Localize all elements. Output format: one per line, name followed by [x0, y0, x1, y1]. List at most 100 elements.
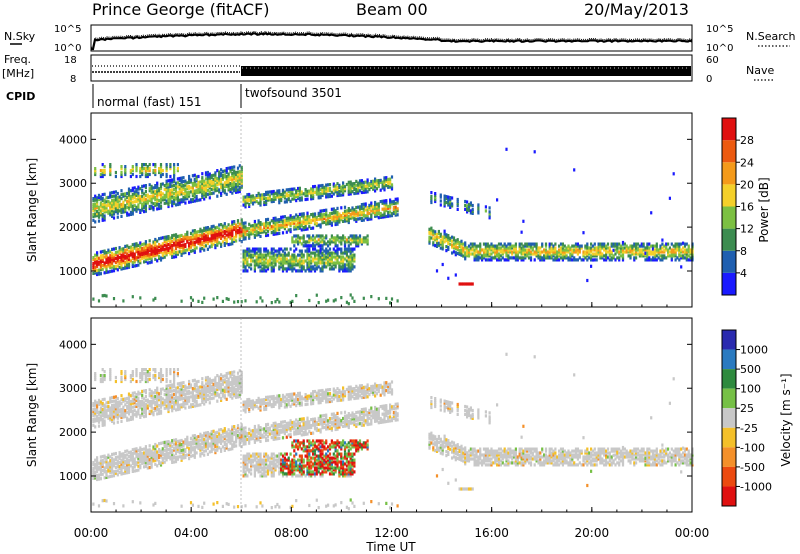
velocity-cell [174, 442, 178, 446]
power-cell [347, 244, 350, 248]
power-cell [319, 261, 322, 265]
power-cell [621, 254, 625, 258]
velocity-cell [152, 453, 155, 457]
power-cell [327, 257, 330, 261]
power-cell [548, 256, 551, 260]
velocity-cell [158, 459, 161, 464]
power-cell [325, 257, 328, 261]
power-cell [246, 251, 249, 255]
power-cell [189, 245, 193, 249]
velocity-cell [96, 474, 99, 478]
velocity-cell [159, 399, 163, 403]
power-cell [173, 249, 176, 253]
power-cell [323, 242, 326, 246]
power-cell [295, 257, 298, 261]
power-cell [203, 197, 206, 201]
power-cell [343, 263, 347, 267]
power-cell [328, 192, 332, 197]
power-cell [595, 246, 598, 250]
power-cell [278, 300, 281, 304]
velocity-cell [97, 473, 101, 477]
power-cell [323, 236, 326, 240]
power-cell [109, 211, 112, 215]
velocity-cell [111, 470, 114, 474]
velocity-cell [137, 448, 140, 452]
power-cell [227, 186, 230, 190]
power-cell [321, 261, 324, 265]
power-cell [526, 252, 529, 256]
power-cell [653, 250, 656, 254]
power-cell [199, 241, 202, 245]
power-cell [355, 187, 358, 191]
power-cell [206, 188, 209, 192]
power-cell [283, 196, 286, 200]
power-cell [349, 257, 352, 261]
velocity-cell [101, 460, 104, 465]
power-cell [682, 254, 685, 258]
velocity-cell [127, 404, 131, 408]
power-cell [131, 196, 134, 200]
power-cell [445, 237, 448, 241]
power-cell [141, 256, 144, 260]
power-cell [680, 254, 683, 258]
power-cell [642, 254, 645, 258]
velocity-cell [97, 400, 101, 404]
power-cell [184, 181, 187, 185]
power-cell [276, 226, 279, 230]
power-cell [129, 201, 132, 205]
velocity-cell [94, 411, 97, 415]
power-cell [539, 246, 542, 250]
velocity-cell [94, 401, 97, 405]
power-cell [293, 255, 296, 259]
power-cell [158, 248, 161, 253]
velocity-cell [137, 452, 140, 456]
power-cell [586, 248, 589, 252]
power-cell [385, 184, 388, 188]
power-cell [212, 228, 215, 232]
power-cell [150, 198, 153, 202]
power-cell [336, 192, 339, 196]
power-cell [494, 244, 497, 248]
power-cell [308, 221, 311, 225]
power-cell [362, 184, 365, 188]
power-cell [148, 255, 151, 259]
power-cell [118, 259, 121, 264]
power-cell [349, 192, 352, 196]
power-cell [231, 240, 234, 244]
power-cell [242, 253, 245, 257]
power-cell [338, 216, 341, 220]
power-cell [364, 188, 367, 192]
power-cell [661, 250, 664, 254]
velocity-cell [163, 402, 166, 406]
power-cell [349, 265, 352, 269]
freq-series-block [241, 66, 691, 76]
velocity-cell [92, 423, 95, 427]
power-cell [124, 208, 127, 212]
power-cell [571, 258, 574, 262]
power-cell [368, 205, 371, 209]
power-cell [244, 201, 247, 205]
power-cell [283, 190, 286, 194]
power-cell [159, 248, 163, 252]
power-cell [358, 179, 362, 183]
power-cell [451, 251, 454, 255]
power-cell [233, 173, 236, 177]
power-cell [208, 178, 211, 182]
power-cell [101, 253, 104, 258]
velocity-cell [163, 442, 166, 446]
power-cell [355, 236, 358, 240]
power-cell [126, 254, 129, 258]
velocity-cell [94, 476, 97, 480]
power-cell [105, 294, 108, 298]
power-cell [349, 247, 352, 251]
nave-tick-bottom: 0 [706, 74, 712, 85]
power-cell [218, 227, 221, 231]
velocity-cell [99, 455, 102, 459]
power-cell [640, 242, 643, 246]
power-cell [456, 203, 459, 208]
power-cell [253, 247, 256, 251]
power-cell [212, 242, 215, 246]
power-cell [112, 206, 116, 210]
velocity-cell [165, 446, 168, 450]
power-cell [576, 244, 579, 248]
